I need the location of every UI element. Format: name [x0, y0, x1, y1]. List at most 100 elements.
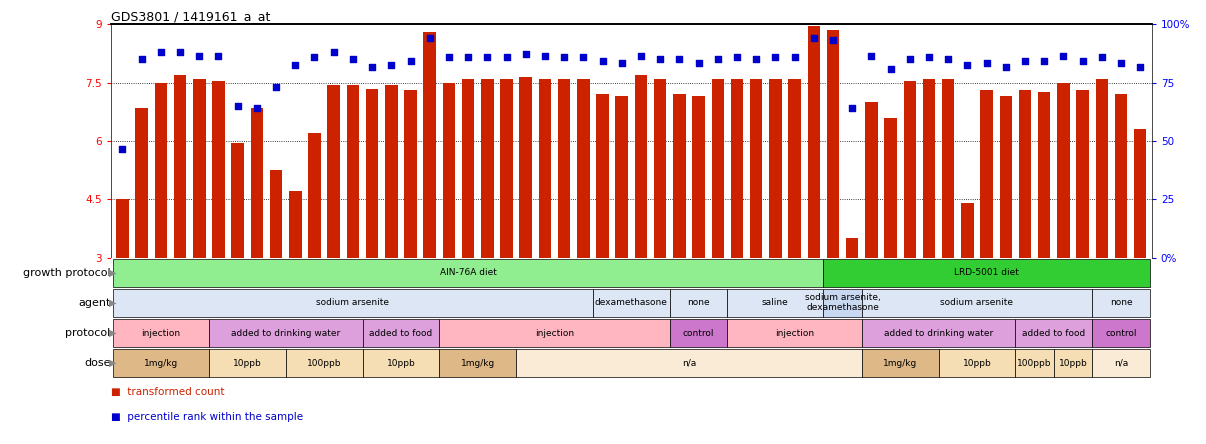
Bar [903, 81, 917, 258]
Bar [827, 30, 839, 258]
Bar [116, 199, 129, 258]
Text: added to drinking water: added to drinking water [232, 329, 340, 337]
Point [113, 145, 133, 152]
Bar [923, 79, 935, 258]
Bar [404, 91, 417, 258]
Bar [289, 191, 302, 258]
Bar [712, 79, 724, 258]
Text: none: none [1110, 298, 1132, 307]
Bar [845, 238, 859, 258]
Point [131, 56, 151, 63]
FancyBboxPatch shape [824, 289, 862, 317]
Point [747, 56, 766, 63]
Bar [135, 108, 148, 258]
Point [727, 54, 747, 61]
Point [977, 60, 996, 67]
FancyBboxPatch shape [669, 289, 727, 317]
Bar [1095, 79, 1108, 258]
Bar [1114, 95, 1128, 258]
Bar [309, 133, 321, 258]
Point [1035, 58, 1054, 65]
Text: 10ppb: 10ppb [1059, 359, 1088, 368]
Bar [500, 79, 513, 258]
Bar [443, 83, 455, 258]
Text: 10ppb: 10ppb [962, 359, 991, 368]
Bar [346, 85, 359, 258]
FancyBboxPatch shape [862, 349, 938, 377]
Bar [596, 95, 609, 258]
FancyBboxPatch shape [1093, 319, 1149, 347]
Bar [539, 79, 551, 258]
FancyBboxPatch shape [1015, 349, 1054, 377]
Text: sodium arsenite,
dexamethasone: sodium arsenite, dexamethasone [804, 293, 880, 312]
Point [919, 54, 938, 61]
Bar [481, 79, 493, 258]
Point [824, 36, 843, 44]
Point [689, 60, 708, 67]
Text: ▶: ▶ [109, 268, 116, 278]
Bar [154, 83, 168, 258]
Bar [365, 88, 379, 258]
Point [189, 52, 209, 59]
FancyBboxPatch shape [862, 319, 1015, 347]
Point [516, 50, 535, 57]
Point [574, 54, 593, 61]
Text: sodium arsenite: sodium arsenite [941, 298, 1013, 307]
Point [267, 83, 286, 90]
Text: AIN-76A diet: AIN-76A diet [440, 268, 497, 277]
FancyBboxPatch shape [209, 349, 286, 377]
FancyBboxPatch shape [209, 319, 363, 347]
Bar [232, 143, 244, 258]
Text: none: none [687, 298, 710, 307]
Text: ▶: ▶ [109, 298, 116, 308]
Point [938, 56, 958, 63]
Bar [731, 79, 743, 258]
Bar [980, 91, 993, 258]
Bar [789, 79, 801, 258]
FancyBboxPatch shape [363, 349, 439, 377]
Point [363, 63, 382, 71]
Text: 100ppb: 100ppb [1018, 359, 1052, 368]
Bar [423, 32, 435, 258]
Bar [1134, 129, 1147, 258]
FancyBboxPatch shape [439, 349, 516, 377]
Bar [750, 79, 762, 258]
Point [420, 35, 439, 42]
FancyBboxPatch shape [1015, 319, 1093, 347]
Bar [1077, 91, 1089, 258]
Text: n/a: n/a [681, 359, 696, 368]
FancyBboxPatch shape [113, 349, 209, 377]
Point [880, 66, 900, 73]
Point [650, 56, 669, 63]
Text: protocol: protocol [65, 328, 111, 338]
Point [439, 54, 458, 61]
Point [1073, 58, 1093, 65]
Text: ▶: ▶ [109, 328, 116, 338]
Point [785, 54, 804, 61]
Bar [270, 170, 282, 258]
Point [843, 104, 862, 111]
Point [555, 54, 574, 61]
Point [286, 62, 305, 69]
Point [708, 56, 727, 63]
Text: 1mg/kg: 1mg/kg [461, 359, 494, 368]
Bar [673, 95, 685, 258]
Point [900, 56, 919, 63]
FancyBboxPatch shape [113, 289, 593, 317]
Point [766, 54, 785, 61]
Bar [634, 75, 648, 258]
Text: 1mg/kg: 1mg/kg [144, 359, 178, 368]
Bar [692, 96, 704, 258]
Text: ▶: ▶ [109, 358, 116, 368]
FancyBboxPatch shape [439, 319, 669, 347]
Point [228, 103, 247, 110]
Text: added to food: added to food [1023, 329, 1085, 337]
Point [958, 62, 977, 69]
FancyBboxPatch shape [938, 349, 1015, 377]
Point [1015, 58, 1035, 65]
Point [631, 52, 650, 59]
Text: 10ppb: 10ppb [233, 359, 262, 368]
FancyBboxPatch shape [286, 349, 363, 377]
Point [613, 60, 632, 67]
Bar [578, 79, 590, 258]
